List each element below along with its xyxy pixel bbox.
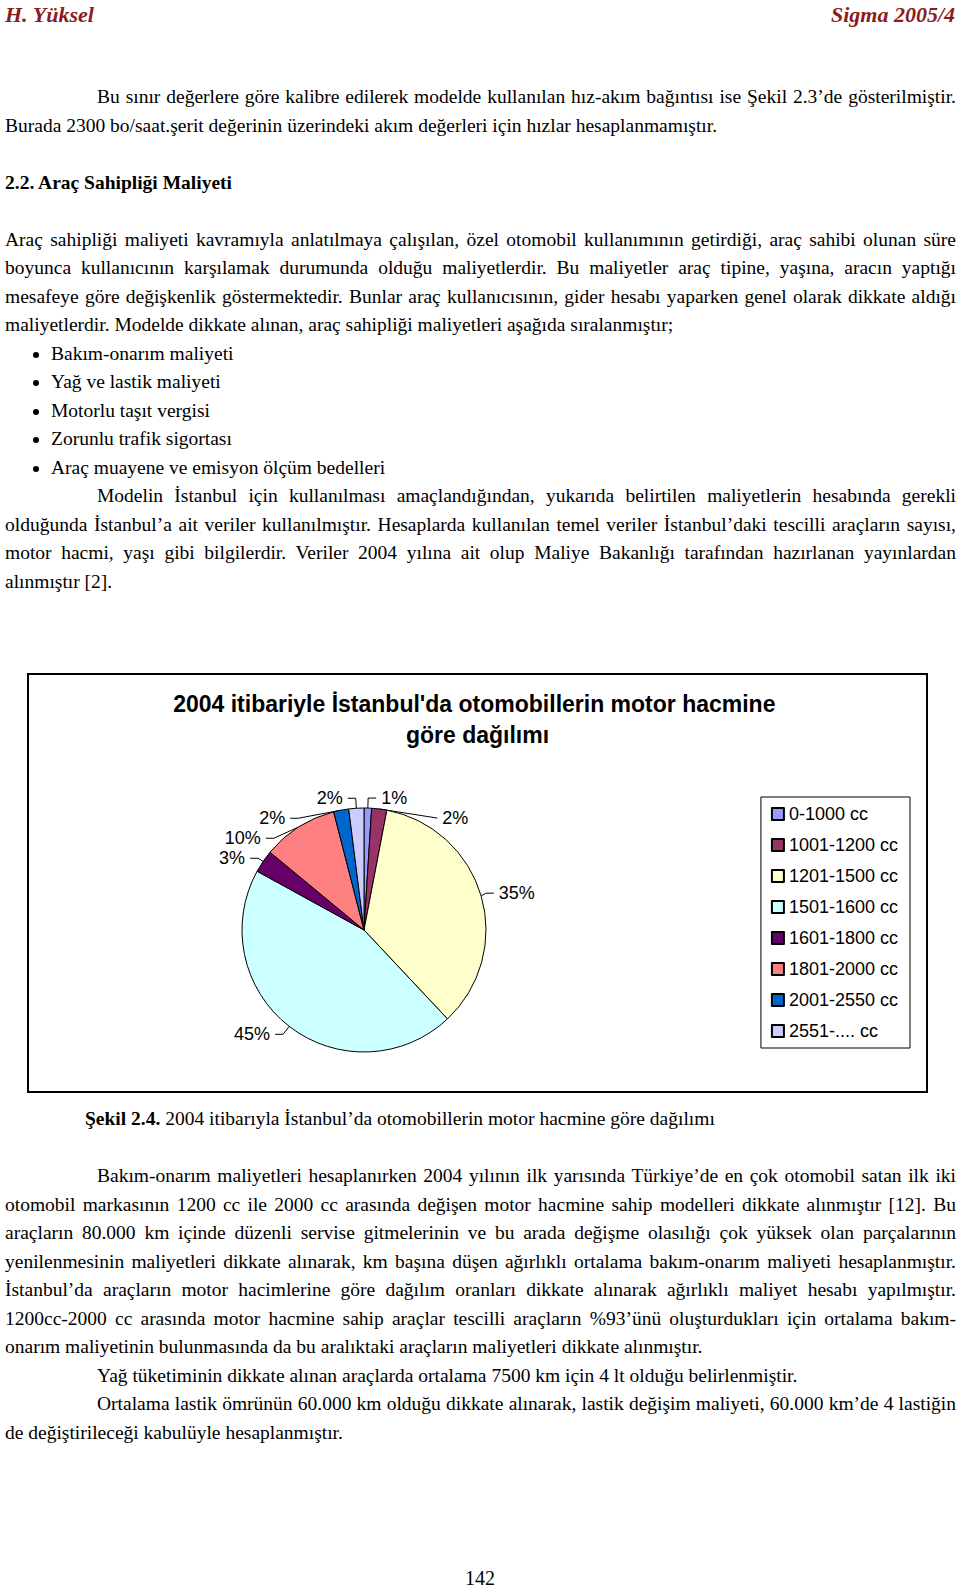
svg-text:2001-2550 cc: 2001-2550 cc <box>789 990 898 1010</box>
html-text:Zorunlu trafik sigortası: Zorunlu trafik sigortası <box>51 428 232 449</box>
html-text:Şekil 2.4. 2004 itibarıyla İst: Şekil 2.4. 2004 itibarıyla İstanbul’da o… <box>85 1108 715 1129</box>
svg-text:0-1000 cc: 0-1000 cc <box>789 804 868 824</box>
html-text:Bu sınır değerlere göre kalibr: Bu sınır değerlere göre kalibre edilerek… <box>5 86 956 136</box>
svg-text:45%: 45% <box>234 1024 270 1044</box>
svg-text:3%: 3% <box>219 848 245 868</box>
svg-text:1601-1800 cc: 1601-1800 cc <box>789 928 898 948</box>
html-text:H. Yüksel: H. Yüksel <box>5 2 94 27</box>
svg-text:35%: 35% <box>499 883 535 903</box>
html-text:Bakım-onarım maliyeti: Bakım-onarım maliyeti <box>51 342 234 364</box>
svg-text:2004 itibariyle İstanbul'da ot: 2004 itibariyle İstanbul'da otomobilleri… <box>173 691 782 717</box>
svg-text:2%: 2% <box>317 788 343 808</box>
svg-text:1801-2000 cc: 1801-2000 cc <box>789 959 898 979</box>
html-text:Yağ ve lastik maliyeti: Yağ ve lastik maliyeti <box>51 371 221 392</box>
svg-text:2%: 2% <box>259 808 285 828</box>
html-text:Yağ tüketiminin dikkate alınan: Yağ tüketiminin dikkate alınan araçlarda… <box>97 1364 798 1386</box>
html-text:2.2. Araç Sahipliği Maliyeti: 2.2. Araç Sahipliği Maliyeti <box>5 171 232 193</box>
svg-text:1501-1600 cc: 1501-1600 cc <box>789 897 898 917</box>
html-text:Bakım-onarım maliyetleri hesap: Bakım-onarım maliyetleri hesaplanırken 2… <box>5 1165 956 1357</box>
html-text:Araç muayene ve emisyon ölçüm: Araç muayene ve emisyon ölçüm bedelleri <box>51 456 386 478</box>
svg-text:göre dağılımı: göre dağılımı <box>406 722 549 748</box>
html-text:Motorlu taşıt vergisi: Motorlu taşıt vergisi <box>51 399 210 421</box>
svg-text:2551-.... cc: 2551-.... cc <box>789 1021 878 1041</box>
html-text:Ortalama lastik ömrünün 60.000: Ortalama lastik ömrünün 60.000 km olduğu… <box>5 1393 956 1443</box>
html-text:142: 142 <box>465 1567 495 1589</box>
svg-text:1201-1500 cc: 1201-1500 cc <box>789 866 898 886</box>
svg-text:2%: 2% <box>442 808 468 828</box>
html-text:Sigma 2005/4: Sigma 2005/4 <box>830 2 955 27</box>
svg-text:1%: 1% <box>381 788 407 808</box>
html-text:Modelin İstanbul için kullanıl: Modelin İstanbul için kullanılması amaçl… <box>5 485 956 592</box>
svg-text:10%: 10% <box>225 828 261 848</box>
svg-text:1001-1200 cc: 1001-1200 cc <box>789 835 898 855</box>
html-text:Araç sahipliği maliyeti kavram: Araç sahipliği maliyeti kavramıyla anlat… <box>5 228 956 335</box>
